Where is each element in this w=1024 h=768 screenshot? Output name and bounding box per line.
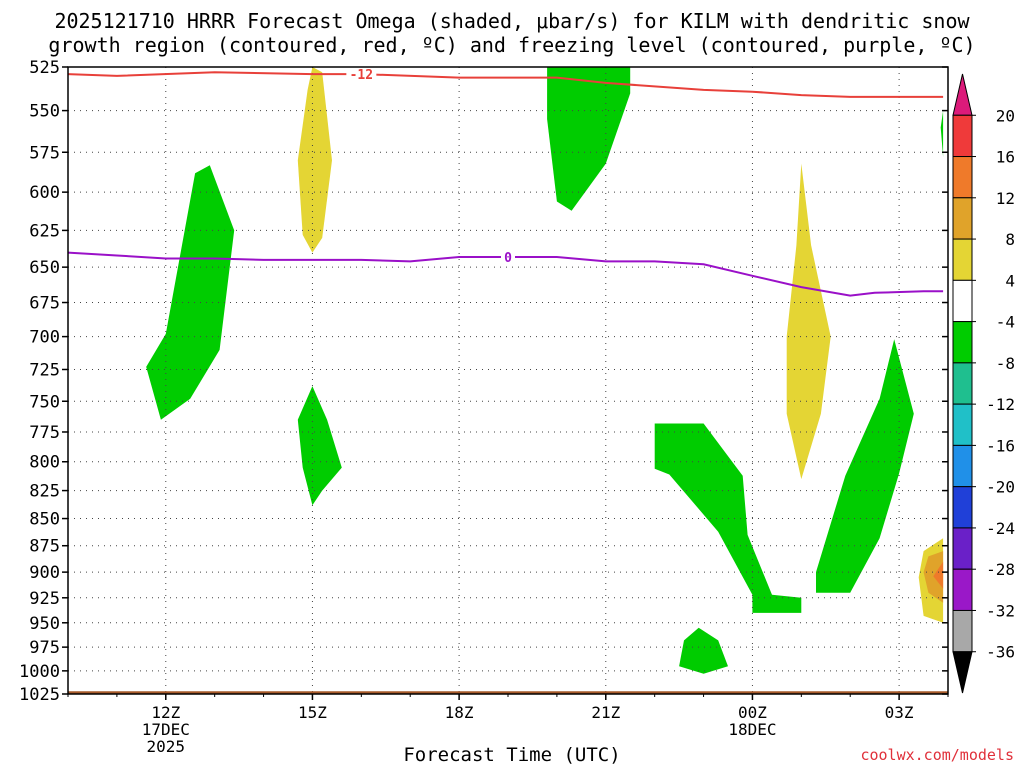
omega-region-green-1230z	[146, 165, 235, 420]
contour-freezing-level	[67, 251, 944, 297]
y-tick-label: 525	[29, 58, 60, 78]
colorbar-label: -24	[986, 519, 1015, 538]
x-tick-label: 03Z	[885, 703, 914, 722]
contour-label-bg-dendritic-snow-growth	[346, 66, 377, 82]
colorbar-label: 8	[1005, 230, 1015, 249]
y-tick-label: 600	[29, 183, 60, 203]
omega-region-green-0350z	[940, 110, 944, 158]
colorbar-swatch	[952, 238, 973, 281]
colorbar-swatch	[952, 403, 973, 446]
colorbar-label: -4	[996, 313, 1015, 332]
x-tick-sublabel: 2025	[147, 737, 186, 756]
y-tick-label: 650	[29, 258, 60, 278]
colorbar: 20 16 12 8 4 -4 -8 -12 -16 -20 -24 -28 -32 -36	[952, 73, 1015, 694]
contour-dendritic-snow-growth	[67, 71, 944, 98]
colorbar-swatch	[952, 321, 973, 364]
x-tick-label: 21Z	[591, 703, 620, 722]
x-tick-label: 15Z	[298, 703, 327, 722]
colorbar-swatch	[952, 362, 973, 405]
colorbar-top-arrow	[952, 73, 973, 116]
y-tick-label: 550	[29, 102, 60, 122]
chart-title-line-2: growth region (contoured, red, ºC) and f…	[48, 33, 976, 57]
y-tick-label: 925	[29, 589, 60, 609]
chart-title-line-1: 2025121710 HRRR Forecast Omega (shaded, …	[54, 9, 970, 33]
colorbar-swatch	[952, 486, 973, 529]
contour-label-bg-freezing-level	[501, 249, 515, 265]
y-tick-label: 775	[29, 423, 60, 443]
omega-region-yellow-1500z	[297, 67, 332, 253]
colorbar-swatch	[952, 444, 973, 488]
y-tick-label: 575	[29, 143, 60, 163]
omega-region-green-2030z	[547, 67, 631, 211]
omega-region-dorange-0330z	[933, 561, 944, 589]
colorbar-label: -36	[986, 643, 1015, 662]
y-tick-label: 750	[29, 392, 60, 412]
colorbar-label: 20	[996, 106, 1015, 125]
y-tick-label: 850	[29, 510, 60, 530]
omega-region-green-1500z	[297, 386, 342, 506]
contour-label-dendritic-snow-growth: -12	[350, 68, 373, 83]
x-tick-sublabel: 18DEC	[728, 720, 776, 739]
colorbar-swatch	[952, 114, 973, 158]
y-tick-label: 725	[29, 360, 60, 380]
credit-link[interactable]: coolwx.com/models	[860, 746, 1014, 764]
y-tick-label: 1025	[19, 685, 60, 705]
omega-region-orange-0330z	[923, 551, 944, 603]
colorbar-label: 16	[996, 148, 1015, 167]
grid-lines	[68, 67, 948, 694]
y-tick-label: 975	[29, 638, 60, 658]
y-tick-label: 800	[29, 453, 60, 473]
y-tick-label: 825	[29, 482, 60, 502]
colorbar-label: -28	[986, 560, 1015, 579]
omega-region-green-0200z	[816, 339, 914, 593]
y-tick-label: 675	[29, 294, 60, 314]
y-axis: 525 550 575 600 625 650 675 700 725 750 775 800 825 8…	[19, 58, 948, 705]
colorbar-label: -20	[986, 478, 1015, 497]
colorbar-swatch	[952, 279, 973, 323]
omega-region-yellow-0100z	[786, 163, 831, 480]
y-tick-label: 1000	[19, 662, 60, 682]
colorbar-label: -16	[986, 436, 1015, 455]
x-tick-label: 00Z	[738, 703, 767, 722]
y-tick-label: 900	[29, 563, 60, 583]
colorbar-label: 4	[1005, 271, 1015, 290]
colorbar-bottom-arrow	[952, 651, 973, 694]
colorbar-label: -32	[986, 601, 1015, 620]
colorbar-swatch	[952, 156, 973, 199]
contour-label-freezing-level: 0	[504, 251, 512, 266]
x-tick-label: 12Z	[151, 703, 180, 722]
colorbar-swatch	[952, 197, 973, 240]
colorbar-swatch	[952, 527, 973, 570]
colorbar-label: -8	[996, 354, 1015, 373]
colorbar-swatch	[952, 568, 973, 611]
y-tick-label: 700	[29, 328, 60, 348]
x-tick-label: 18Z	[445, 703, 474, 722]
x-tick-sublabel: 17DEC	[142, 720, 190, 739]
colorbar-label: -12	[986, 395, 1015, 414]
colorbar-swatch	[952, 609, 973, 653]
y-tick-label: 625	[29, 221, 60, 241]
y-tick-label: 875	[29, 537, 60, 557]
omega-region-green-2300z	[679, 627, 728, 674]
colorbar-label: 12	[996, 189, 1015, 208]
y-tick-label: 950	[29, 614, 60, 634]
x-axis-title: Forecast Time (UTC)	[403, 744, 621, 766]
terrain-surface	[68, 691, 948, 694]
